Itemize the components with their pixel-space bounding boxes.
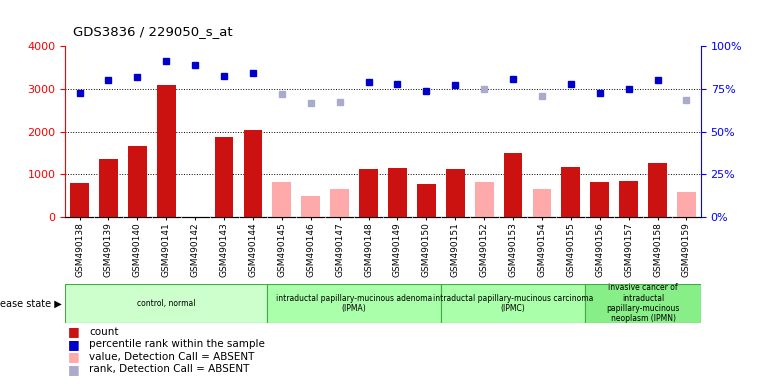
Text: rank, Detection Call = ABSENT: rank, Detection Call = ABSENT — [90, 364, 250, 374]
Bar — [157, 84, 175, 217]
Bar — [440, 284, 585, 323]
Bar — [561, 167, 580, 217]
Bar — [591, 182, 609, 217]
Bar — [359, 169, 378, 217]
Bar — [244, 130, 262, 217]
Bar — [267, 284, 440, 323]
Bar — [677, 192, 696, 217]
Text: ■: ■ — [68, 326, 80, 338]
Bar — [70, 183, 89, 217]
Text: value, Detection Call = ABSENT: value, Detection Call = ABSENT — [90, 352, 254, 362]
Bar — [128, 146, 147, 217]
Bar — [65, 284, 267, 323]
Bar — [619, 181, 638, 217]
Bar — [446, 169, 465, 217]
Text: intraductal papillary-mucinous carcinoma
(IPMC): intraductal papillary-mucinous carcinoma… — [433, 294, 593, 313]
Text: count: count — [90, 327, 119, 337]
Text: disease state ▶: disease state ▶ — [0, 298, 61, 308]
Text: GDS3836 / 229050_s_at: GDS3836 / 229050_s_at — [73, 25, 232, 38]
Text: ■: ■ — [68, 363, 80, 376]
Bar — [417, 184, 436, 217]
Text: percentile rank within the sample: percentile rank within the sample — [90, 339, 265, 349]
Bar — [648, 163, 667, 217]
Text: invasive cancer of
intraductal
papillary-mucinous
neoplasm (IPMN): invasive cancer of intraductal papillary… — [607, 283, 679, 323]
Bar — [273, 182, 291, 217]
Bar — [388, 168, 407, 217]
Bar — [330, 189, 349, 217]
Bar — [99, 159, 118, 217]
Bar — [585, 284, 701, 323]
Text: control, normal: control, normal — [137, 299, 195, 308]
Text: ■: ■ — [68, 338, 80, 351]
Bar — [214, 137, 234, 217]
Bar — [475, 182, 493, 217]
Text: ■: ■ — [68, 351, 80, 363]
Bar — [532, 189, 552, 217]
Bar — [504, 153, 522, 217]
Text: intraductal papillary-mucinous adenoma
(IPMA): intraductal papillary-mucinous adenoma (… — [276, 294, 432, 313]
Bar — [301, 195, 320, 217]
